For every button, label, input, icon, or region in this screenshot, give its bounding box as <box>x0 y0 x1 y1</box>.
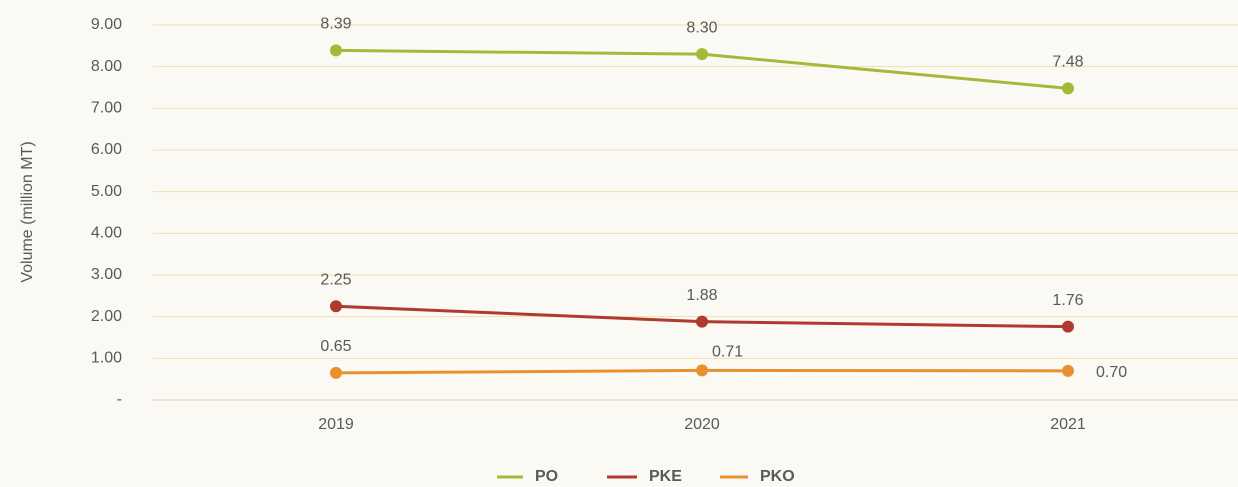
data-point <box>696 48 708 61</box>
data-label: 1.76 <box>1052 292 1083 309</box>
legend-text: PKO <box>760 468 795 485</box>
data-label: 7.48 <box>1052 54 1083 71</box>
data-point <box>696 364 708 377</box>
y-tick-label: 4.00 <box>91 225 122 242</box>
y-tick-label: 3.00 <box>91 266 122 283</box>
data-label: 1.88 <box>686 287 717 304</box>
data-point <box>1062 82 1074 95</box>
legend-text: PKE <box>649 468 682 485</box>
y-tick-label: - <box>117 391 122 408</box>
data-point <box>330 366 342 379</box>
x-tick-label: 2020 <box>684 416 720 433</box>
data-point <box>330 44 342 57</box>
y-tick-label: 9.00 <box>91 16 122 33</box>
legend-text: PO <box>535 468 558 485</box>
y-tick-label: 1.00 <box>91 350 122 367</box>
x-tick-label: 2021 <box>1050 416 1086 433</box>
y-tick-label: 6.00 <box>91 141 122 158</box>
y-tick-label: 7.00 <box>91 100 122 117</box>
data-point <box>330 300 342 313</box>
data-point <box>696 315 708 328</box>
data-label: 2.25 <box>320 271 351 288</box>
x-tick-label: 2019 <box>318 416 354 433</box>
data-label: 0.71 <box>712 344 743 361</box>
y-tick-label: 5.00 <box>91 183 122 200</box>
data-label: 0.65 <box>320 338 351 355</box>
data-label: 8.39 <box>320 16 351 33</box>
y-tick-label: 2.00 <box>91 308 122 325</box>
data-label: 0.70 <box>1096 364 1127 381</box>
data-point <box>1062 364 1074 377</box>
data-point <box>1062 320 1074 333</box>
y-tick-label: 8.00 <box>91 58 122 75</box>
data-label: 8.30 <box>686 19 717 36</box>
y-axis-label: Volume (million MT) <box>19 141 36 282</box>
